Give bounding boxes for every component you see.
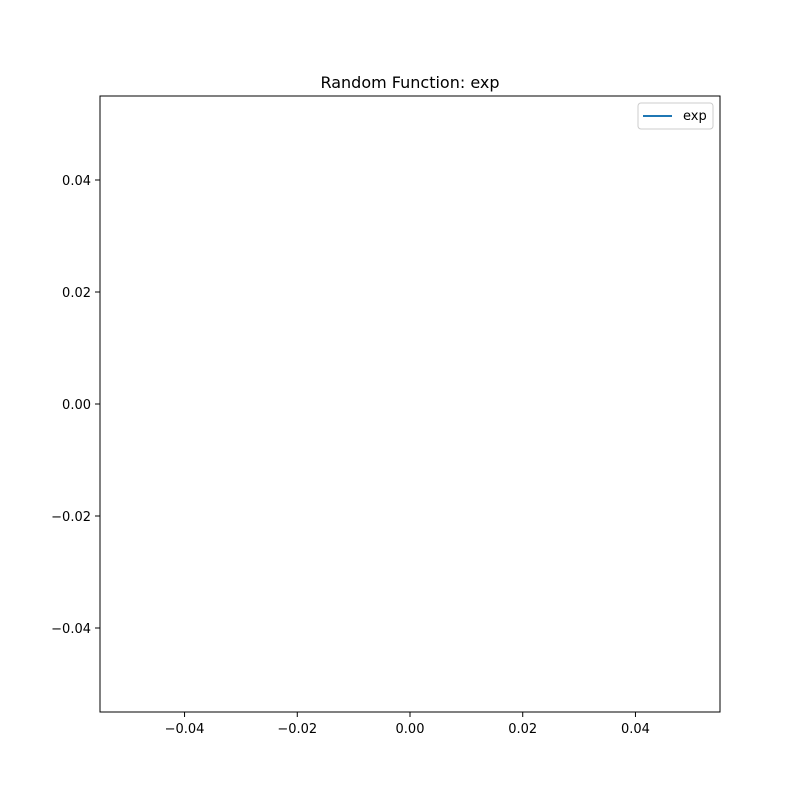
y-tick-label: 0.00 [62,398,91,413]
legend-label: exp [683,109,707,124]
x-axis: −0.04 −0.02 0.00 0.02 0.04 [165,712,650,737]
y-tick-label: 0.02 [62,286,91,301]
x-tick-label: −0.04 [165,722,205,737]
plot-area [100,96,720,712]
plot-frame [99,95,721,713]
chart-title: Random Function: exp [320,73,499,92]
legend: exp [637,102,714,130]
x-tick-label: 0.04 [621,722,650,737]
y-tick-label: 0.04 [62,174,91,189]
y-axis: −0.04 −0.02 0.00 0.02 0.04 [51,174,100,637]
y-tick-label: −0.04 [51,622,91,637]
x-tick-label: 0.00 [396,722,425,737]
x-tick-label: 0.02 [508,722,537,737]
x-tick-label: −0.02 [277,722,317,737]
legend-box [637,102,714,130]
y-tick-label: −0.02 [51,510,91,525]
